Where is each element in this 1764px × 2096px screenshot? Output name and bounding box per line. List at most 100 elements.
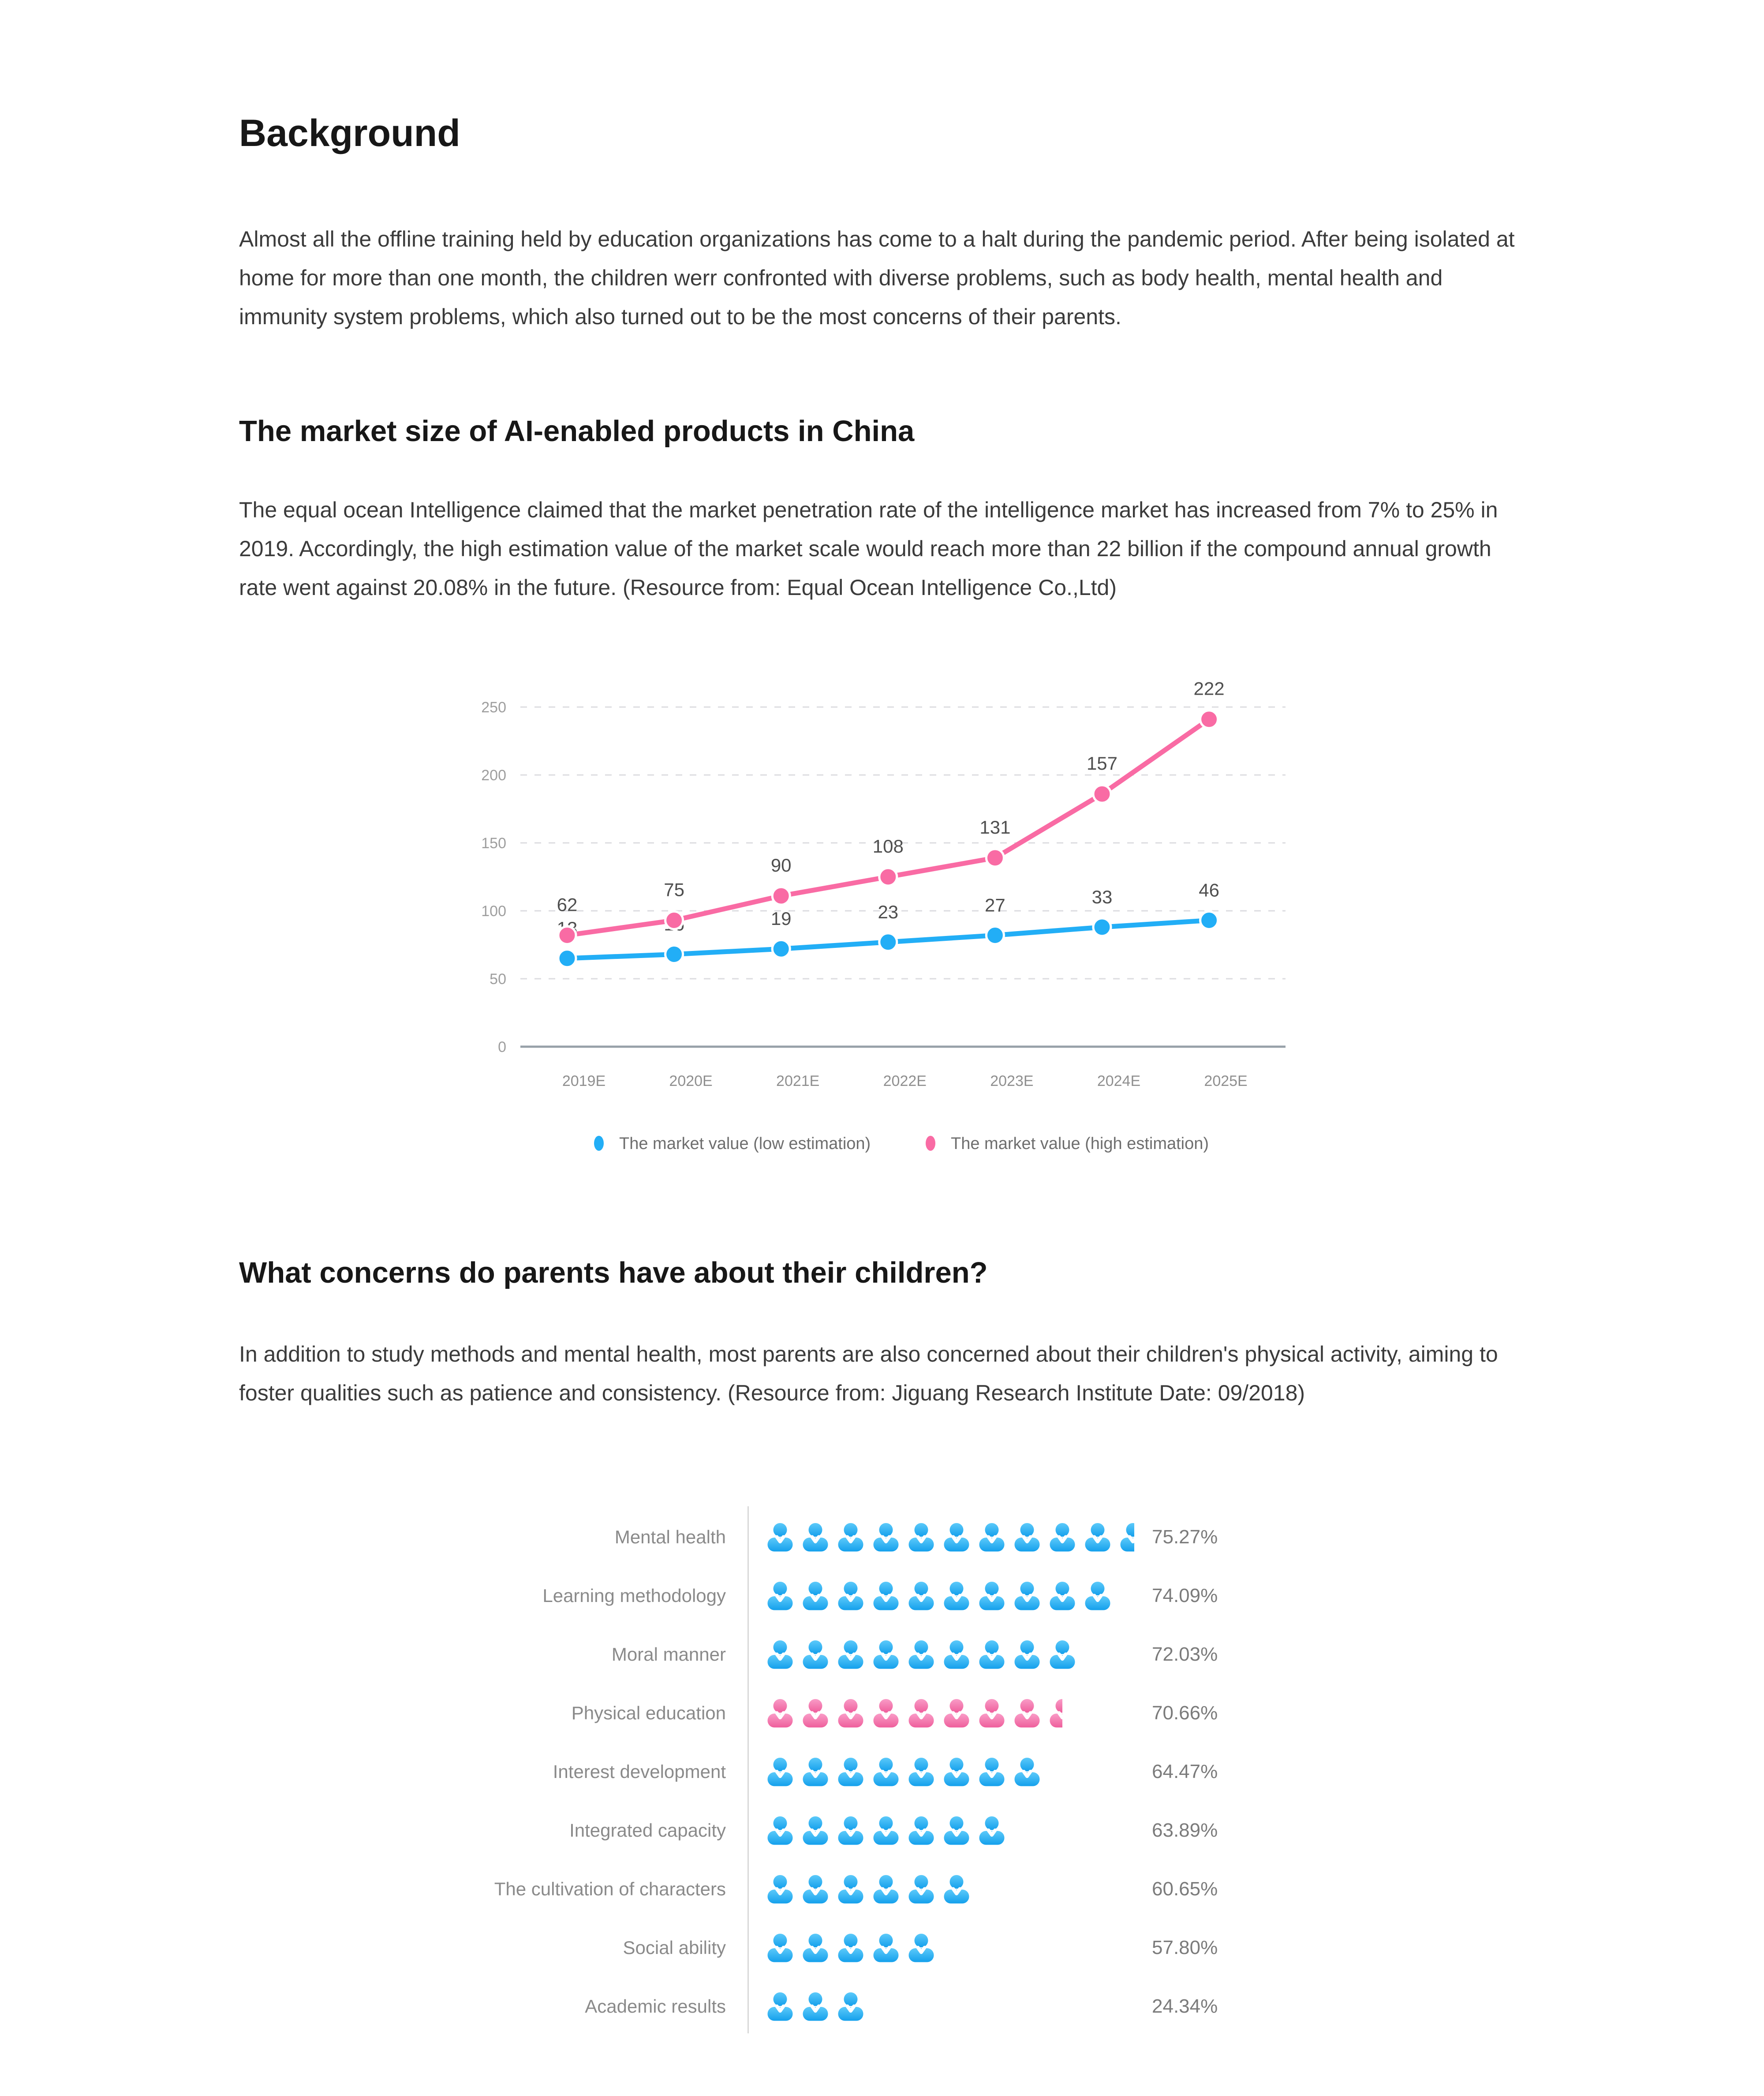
person-icon-collar <box>775 1711 785 1719</box>
person-icon <box>1085 1523 1110 1552</box>
pictogram-icon-row <box>767 1816 1005 1845</box>
data-label-high: 90 <box>771 855 792 876</box>
background-paragraph: Almost all the offline training held by … <box>239 227 1515 329</box>
person-icon-body <box>873 1596 899 1610</box>
person-icon-head <box>985 1758 999 1771</box>
person-icon-collar <box>951 1887 962 1895</box>
person-icon-body <box>1014 1772 1040 1786</box>
pictogram-row-label: Interest development <box>553 1761 726 1782</box>
person-icon-head <box>1020 1699 1034 1713</box>
person-icon-collar <box>951 1828 962 1837</box>
section-title-market-size: The market size of AI-enabled products i… <box>239 415 915 448</box>
person-icon-collar <box>775 1652 785 1661</box>
data-label-low: 19 <box>771 908 792 929</box>
data-label-low: 33 <box>1092 887 1113 907</box>
person-icon-body <box>908 1538 934 1552</box>
person-icon-collar <box>775 1770 785 1778</box>
person-icon-body <box>944 1714 969 1728</box>
person-icon-head <box>914 1582 928 1595</box>
person-icon-collar <box>845 2004 856 2013</box>
person-icon <box>944 1640 969 1669</box>
person-icon <box>1014 1523 1040 1552</box>
person-icon <box>908 1875 934 1904</box>
person-icon-collar <box>987 1770 997 1778</box>
person-icon-head <box>1055 1640 1069 1654</box>
person-icon <box>838 1934 863 1962</box>
y-axis-tick-label: 0 <box>498 1039 506 1055</box>
data-point-high <box>557 925 577 945</box>
person-icon-head <box>844 1758 858 1771</box>
person-icon-head <box>879 1816 893 1830</box>
y-axis-tick-label: 50 <box>490 971 506 988</box>
person-icon-body <box>979 1596 1005 1610</box>
person-icon-body <box>803 2007 828 2021</box>
pictogram-row-label: Learning methodology <box>542 1585 726 1606</box>
person-icon-head <box>773 1640 787 1654</box>
person-icon-head <box>914 1934 928 1947</box>
person-icon <box>838 1640 863 1669</box>
data-point-low <box>664 944 684 965</box>
pictogram-row-value: 24.34% <box>1152 1995 1218 2017</box>
person-icon-collar <box>775 1828 785 1837</box>
x-axis-tick-label: 2025E <box>1204 1073 1247 1089</box>
person-icon-collar <box>845 1828 856 1837</box>
person-icon <box>767 1816 793 1845</box>
person-icon-body <box>803 1831 828 1845</box>
data-point-high <box>664 910 684 931</box>
person-icon-head <box>808 1816 822 1830</box>
person-icon <box>767 1992 793 2021</box>
person-icon-body <box>1014 1714 1040 1728</box>
person-icon <box>873 1699 899 1728</box>
person-icon-head <box>808 1523 822 1537</box>
pictogram-row-value: 75.27% <box>1152 1526 1218 1548</box>
person-icon <box>838 1816 863 1845</box>
person-icon <box>767 1875 793 1904</box>
person-icon <box>767 1758 793 1786</box>
person-icon <box>1050 1523 1075 1552</box>
person-icon-collar <box>951 1594 962 1602</box>
person-icon-head <box>879 1640 893 1654</box>
person-icon-head <box>808 1640 822 1654</box>
pictogram-row-label: Mental health <box>614 1527 726 1547</box>
person-icon-head <box>773 1582 787 1595</box>
person-icon-body <box>908 1890 934 1904</box>
x-axis-tick-label: 2020E <box>669 1073 712 1089</box>
person-icon-body <box>944 1655 969 1669</box>
person-icon-body <box>1050 1655 1075 1669</box>
pictogram-row-label: Integrated capacity <box>569 1820 726 1841</box>
pictogram-icon-row <box>767 1523 1134 1552</box>
person-icon <box>803 1934 828 1962</box>
person-icon-head <box>879 1934 893 1947</box>
pictogram-row: Learning methodology 74.09% <box>0 1567 1764 1625</box>
person-icon-body <box>908 1831 934 1845</box>
person-icon-collar <box>916 1887 927 1895</box>
person-icon <box>979 1699 1005 1728</box>
person-icon-collar <box>987 1594 997 1602</box>
person-icon-head <box>808 1875 822 1889</box>
person-icon-collar <box>845 1535 856 1543</box>
person-icon-head <box>1020 1582 1034 1595</box>
person-icon <box>979 1582 1005 1610</box>
person-icon-body <box>838 1948 863 1962</box>
person-icon-head <box>879 1875 893 1889</box>
person-icon-body <box>838 1538 863 1552</box>
person-icon-collar <box>845 1652 856 1661</box>
person-icon-collar <box>810 1594 821 1602</box>
person-icon <box>979 1816 1005 1845</box>
y-axis-tick-label: 100 <box>481 903 506 920</box>
person-icon-collar <box>1092 1594 1103 1602</box>
person-icon-head <box>914 1875 928 1889</box>
person-icon <box>1050 1640 1075 1669</box>
person-icon-body <box>1050 1596 1075 1610</box>
person-icon <box>803 1582 828 1610</box>
person-icon <box>803 1816 828 1845</box>
x-axis-tick-label: 2024E <box>1097 1073 1140 1089</box>
person-icon-body <box>838 1831 863 1845</box>
person-icon-head <box>773 1523 787 1537</box>
person-icon-head <box>844 1640 858 1654</box>
person-icon-collar <box>775 2004 785 2013</box>
person-icon-head <box>808 1934 822 1947</box>
person-icon-body <box>944 1538 969 1552</box>
person-icon-body <box>908 1655 934 1669</box>
